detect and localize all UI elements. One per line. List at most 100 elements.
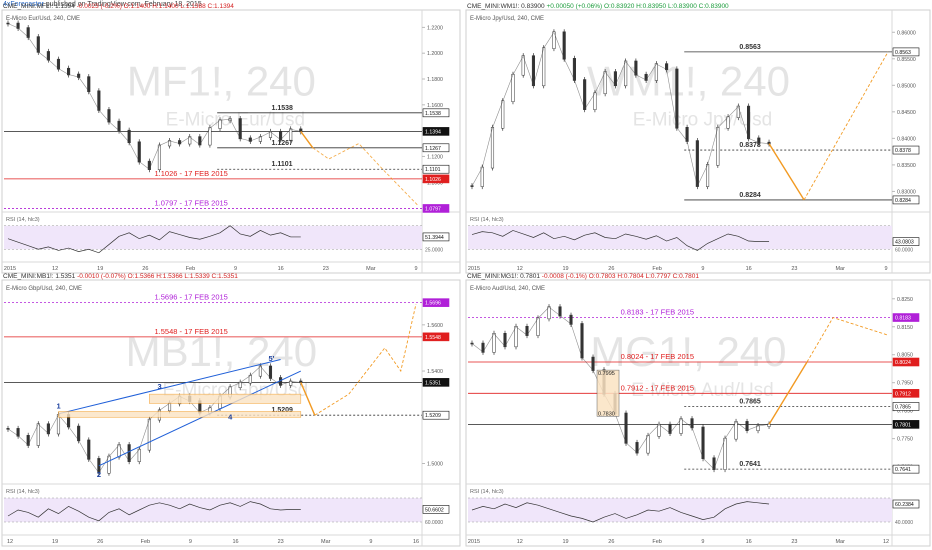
rsi-line xyxy=(471,501,770,523)
rsi-label: RSI (14, hlc3) xyxy=(470,217,504,223)
candle-body xyxy=(46,51,50,61)
symbol-watermark: MB1!, 240 xyxy=(126,328,317,375)
change-label: -0.0023 (-0.2%) xyxy=(77,3,124,10)
change-label: +0.00050 (+0.06%) xyxy=(546,3,603,10)
rsi-label: RSI (14, hlc3) xyxy=(470,489,504,495)
x-tick-label: 9 xyxy=(884,266,887,272)
level-price-tag-text: 0.8563 xyxy=(895,50,911,56)
rsi-value-text: 60.2384 xyxy=(895,502,914,508)
x-tick-label: 12 xyxy=(7,539,13,545)
level-label: 1.0797 - 17 FEB 2015 xyxy=(154,198,227,207)
symbol-header: CME_MINI:MF1!: 1.1394 -0.0023 (-0.2%) O:… xyxy=(3,3,234,10)
x-tick-label: 12 xyxy=(517,539,523,545)
symbol-header: CME_MINI:MB1!: 1.5351 -0.0010 (-0.07%) O… xyxy=(3,273,238,280)
level-price-tag xyxy=(892,145,920,155)
rsi-band xyxy=(4,225,422,250)
level-price-tag xyxy=(422,298,450,307)
symbol-watermark: MG1!, 240 xyxy=(590,328,786,375)
x-tick-label: Feb xyxy=(186,266,195,272)
level-price-tag xyxy=(422,410,450,420)
x-tick-label: 19 xyxy=(562,539,568,545)
level-price-tag-text: 1.5548 xyxy=(425,335,441,341)
open-label: O:0.83920 xyxy=(604,3,636,10)
close-label: C:1.5351 xyxy=(212,273,239,280)
candle-body xyxy=(511,73,515,102)
candle-body xyxy=(547,306,551,320)
candle-body xyxy=(167,140,172,147)
candle-body xyxy=(558,306,562,317)
x-tick-label: 26 xyxy=(142,266,148,272)
rsi-value-tag xyxy=(892,237,920,246)
candle-body xyxy=(16,22,20,29)
change-label: -0.0008 (-0.1%) xyxy=(542,273,589,280)
price-line xyxy=(7,23,301,170)
candle-body xyxy=(747,105,751,140)
projection xyxy=(300,130,419,206)
y-tick-label: 0.8050 xyxy=(897,353,913,359)
x-tick-label: 26 xyxy=(608,266,614,272)
y-tick-label: 0.7950 xyxy=(897,381,913,387)
candle-body xyxy=(188,136,192,145)
candle-body xyxy=(701,426,705,459)
y-tick-label: 0.84000 xyxy=(897,136,916,142)
candle-body xyxy=(97,90,101,111)
level-price-tag-text: 1.1267 xyxy=(425,146,441,152)
x-tick-label: 2015 xyxy=(468,539,480,545)
level-label: 0.8284 xyxy=(739,192,761,199)
level-price-tag xyxy=(892,402,920,411)
candle-body xyxy=(503,333,507,348)
eurusd-panel: CME_MINI:MF1!: 1.1394 -0.0023 (-0.2%) O:… xyxy=(1,3,461,274)
candle-body xyxy=(624,412,628,444)
level-price-tag-text: 0.7912 xyxy=(895,391,911,397)
projection-solid xyxy=(300,130,314,149)
x-tick-label: 9 xyxy=(701,266,704,272)
x-tick-label: 19 xyxy=(562,266,568,272)
candle-body xyxy=(178,140,182,145)
candle-body xyxy=(624,60,628,87)
y-tick-label: 1.2200 xyxy=(427,25,443,31)
x-tick-label: Mar xyxy=(366,266,376,272)
candle-body xyxy=(107,455,111,474)
y-tick-label: 0.7850 xyxy=(897,409,913,415)
candle-body xyxy=(525,326,529,336)
x-tick-label: 16 xyxy=(232,539,238,545)
brand-link[interactable]: 4xForecaster xyxy=(3,1,44,8)
candle-body xyxy=(117,444,121,458)
candle-body xyxy=(736,105,740,118)
wave-label: 1 xyxy=(56,402,60,411)
x-tick-label: Mar xyxy=(835,266,845,272)
y-tick-label: 1.5000 xyxy=(427,462,443,468)
zone-box xyxy=(58,411,302,418)
chart-subtitle: E-Micro Gbp/Usd, 240, CME xyxy=(6,286,82,292)
low-label: L:0.83900 xyxy=(668,3,699,10)
projection-dashed xyxy=(803,51,889,201)
y-tick-label: 1.1000 xyxy=(427,180,443,186)
level-price-tag xyxy=(422,143,450,153)
candle-body xyxy=(36,36,40,53)
level-price-tag-text: 1.1101 xyxy=(425,167,441,173)
level-price-tag xyxy=(422,378,450,387)
chart-subtitle: E-Micro Eur/Usd, 240, CME xyxy=(6,16,80,22)
level-label: 1.5696 - 17 FEB 2015 xyxy=(154,293,227,302)
audusd-panel: CME_MINI:MG1!: 0.7801 -0.0008 (-0.1%) O:… xyxy=(465,273,931,547)
candle-body xyxy=(695,140,699,187)
x-tick-label: 19 xyxy=(52,539,58,545)
published-header: 4xForecaster published on TradingView.co… xyxy=(3,1,202,8)
x-tick-label: 19 xyxy=(97,266,103,272)
price-line xyxy=(471,306,770,470)
close-label: C:0.7801 xyxy=(673,273,700,280)
low-label: L:1.5339 xyxy=(184,273,211,280)
x-tick-label: 12 xyxy=(52,266,58,272)
candle-body xyxy=(279,131,283,141)
level-price-tag-text: 1.1538 xyxy=(425,111,441,117)
open-label: O:1.5366 xyxy=(128,273,157,280)
level-label: 1.1267 xyxy=(272,140,294,147)
y-tick-label: 0.8150 xyxy=(897,325,913,331)
close-label: C:1.1394 xyxy=(208,3,235,10)
rsi-value-text: 43.0803 xyxy=(895,240,914,246)
candle-body xyxy=(480,166,484,187)
candle-body xyxy=(572,58,576,81)
candle-body xyxy=(36,423,40,446)
gbpusd-panel: CME_MINI:MB1!: 1.5351 -0.0010 (-0.07%) O… xyxy=(1,273,461,547)
description-watermark: E-Micro Eur/Usd xyxy=(166,109,305,130)
